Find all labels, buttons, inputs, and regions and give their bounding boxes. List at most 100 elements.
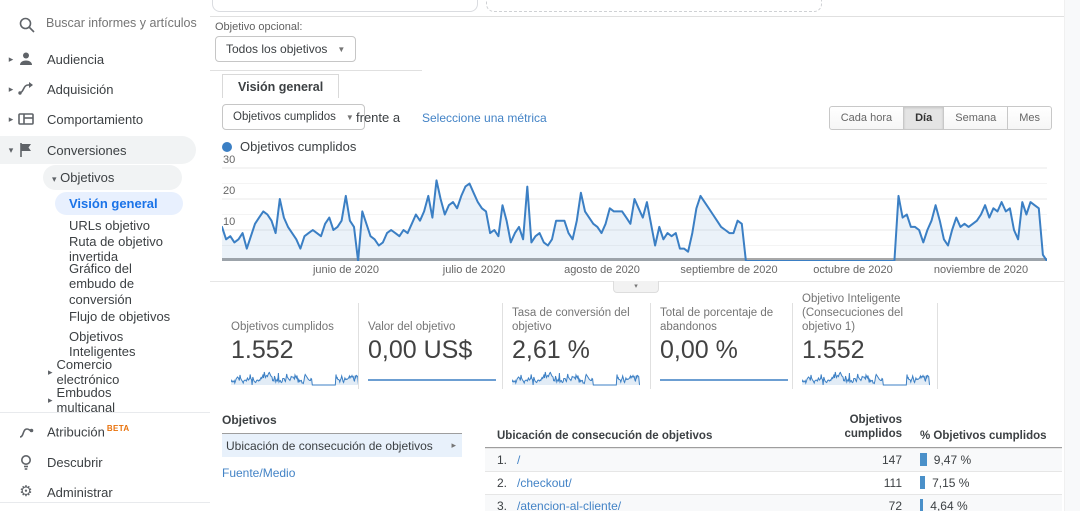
table-header-row: Ubicación de consecución de objetivos Ob…: [485, 412, 1062, 448]
tab-vision-general[interactable]: Visión general: [222, 74, 340, 98]
metric-selector-value: Objetivos cumplidos: [233, 111, 336, 123]
sidebar-item-embudos-multicanal[interactable]: ▸ Embudos multicanal: [48, 385, 182, 416]
y-axis-tick-label: 10: [223, 216, 236, 228]
card-title: Valor del objetivo: [368, 320, 456, 333]
select-metric-link[interactable]: Seleccione una métrica: [422, 111, 547, 125]
y-axis-tick-label: 20: [223, 185, 236, 197]
column-header-dimension[interactable]: Ubicación de consecución de objetivos: [497, 429, 713, 442]
sidebar-item-vision-general[interactable]: Visión general: [55, 192, 183, 215]
card-tasa-de-conversion[interactable]: Tasa de conversión del objetivo 2,61 %: [502, 303, 650, 389]
person-icon: [20, 52, 32, 65]
row-url-link[interactable]: /checkout/: [517, 475, 572, 490]
percent-label: 9,47 %: [933, 452, 972, 467]
month-label: octubre de 2020: [813, 264, 893, 276]
chevron-down-icon[interactable]: ▾: [8, 144, 14, 155]
report-search[interactable]: [0, 8, 210, 44]
card-porcentaje-abandonos[interactable]: Total de porcentaje de abandonos 0,00 %: [650, 303, 792, 389]
goal-selector-value: Todos los objetivos: [226, 42, 328, 56]
sidebar-item-administrar[interactable]: ⚙ Administrar: [0, 478, 210, 506]
panel-item-ubicacion[interactable]: Ubicación de consecución de objetivos ▸: [222, 434, 462, 457]
column-header-value[interactable]: Objetivos cumplidos: [844, 414, 902, 440]
segment-chip[interactable]: [212, 0, 478, 12]
row-value: 147: [881, 452, 902, 467]
tab-label: Visión general: [238, 79, 324, 94]
sidebar-item-flujo-objetivos[interactable]: Flujo de objetivos: [69, 309, 170, 324]
table-row: 2. /checkout/ 111 7,15 %: [485, 470, 1062, 494]
divider: [210, 70, 422, 71]
sidebar-item-conversiones[interactable]: ▾ Conversiones: [0, 136, 196, 164]
card-value: 0,00 %: [660, 336, 738, 364]
card-objetivos-cumplidos[interactable]: Objetivos cumplidos 1.552: [222, 303, 360, 389]
granularity-hour-button[interactable]: Cada hora: [828, 106, 905, 130]
percent-bar: [920, 476, 926, 490]
goal-selector-dropdown[interactable]: Todos los objetivos ▼: [215, 36, 357, 62]
chevron-down-icon[interactable]: ▾: [52, 174, 57, 184]
objetivos-pill: [43, 165, 182, 190]
granularity-button-group: Cada hora Día Semana Mes: [828, 106, 1052, 130]
sidebar-item-audiencia[interactable]: ▸ Audiencia: [0, 46, 210, 72]
search-input[interactable]: [46, 16, 198, 30]
sparkline: [660, 379, 788, 381]
chart-collapse-handle[interactable]: ▾: [613, 281, 659, 293]
sidebar-item-label: Descubrir: [47, 454, 103, 470]
panel-item-fuente-medio[interactable]: Fuente/Medio: [222, 466, 296, 480]
column-header-percent[interactable]: % Objetivos cumplidos: [920, 429, 1047, 442]
granularity-month-button[interactable]: Mes: [1007, 106, 1052, 130]
metric-selector-dropdown[interactable]: Objetivos cumplidos ▼: [222, 104, 365, 130]
row-rank: 3.: [497, 498, 508, 511]
month-label: agosto de 2020: [564, 264, 640, 276]
sidebar-item-ruta-invertida[interactable]: Ruta de objetivo invertida: [69, 234, 185, 265]
sidebar-item-grafico-embudo[interactable]: Gráfico del embudo de conversión: [69, 261, 179, 307]
sidebar-item-descubrir[interactable]: Descubrir: [0, 448, 210, 476]
sidebar-item-comportamiento[interactable]: ▸ Comportamiento: [0, 106, 210, 132]
chevron-right-icon[interactable]: ▸: [8, 113, 14, 124]
chevron-right-icon[interactable]: ▸: [48, 395, 53, 406]
sidebar-item-label: Ruta de objetivo invertida: [69, 234, 163, 265]
sidebar-item-label: Adquisición: [47, 81, 114, 97]
row-url-link[interactable]: /atencion-al-cliente/: [517, 498, 622, 511]
behavior-icon: [18, 113, 34, 125]
row-percent: 7,15 %: [902, 476, 1052, 490]
month-label: julio de 2020: [442, 264, 506, 276]
row-url-link[interactable]: /: [517, 452, 521, 467]
sidebar: ▸ Audiencia ▸ Adquisición ▸ Compor: [0, 0, 210, 511]
month-label: septiembre de 2020: [680, 264, 778, 276]
vertical-scrollbar[interactable]: [1064, 0, 1080, 511]
sidebar-item-objetivos-inteligentes[interactable]: Objetivos Inteligentes: [69, 329, 179, 360]
card-value: 2,61 %: [512, 336, 590, 364]
sidebar-divider: [0, 412, 210, 413]
sidebar-item-urls-objetivo[interactable]: URLs objetivo: [69, 218, 150, 233]
row-rank: 1.: [497, 452, 508, 467]
chart-legend: Objetivos cumplidos: [222, 139, 356, 154]
sidebar-item-label: Objetivos: [60, 170, 115, 185]
row-rank: 2.: [497, 475, 508, 490]
acquisition-icon: [18, 82, 33, 95]
granularity-day-button[interactable]: Día: [903, 106, 945, 130]
main-content: Objetivo opcional: Todos los objetivos ▼…: [210, 0, 1064, 511]
sidebar-item-adquisicion[interactable]: ▸ Adquisición: [0, 76, 210, 102]
sparkline: [230, 371, 360, 386]
sidebar-item-atribucion[interactable]: Atribución BETA: [0, 418, 210, 446]
card-title: Total de porcentaje de abandonos: [660, 306, 774, 333]
card-objetivo-inteligente[interactable]: Objetivo Inteligente (Consecuciones del …: [792, 293, 938, 389]
chevron-right-icon[interactable]: ▸: [48, 367, 53, 378]
sidebar-item-label: Objetivos Inteligentes: [69, 329, 136, 360]
series-label: Objetivos cumplidos: [240, 139, 357, 154]
sidebar-item-comercio-electronico[interactable]: ▸ Comercio electrónico: [48, 357, 182, 388]
chevron-down-icon: ▼: [337, 44, 346, 54]
percent-label: 7,15 %: [932, 475, 970, 490]
add-segment-chip[interactable]: [486, 0, 822, 12]
sidebar-item-label: Comportamiento: [47, 111, 144, 127]
sidebar-item-label: Gráfico del embudo de conversión: [69, 261, 135, 307]
y-axis-tick-label: 30: [223, 154, 236, 166]
sidebar-item-label: Audiencia: [47, 51, 105, 67]
attribution-icon: [19, 428, 34, 438]
flag-icon: [20, 143, 31, 157]
segment-strip: [210, 0, 1064, 16]
card-valor-del-objetivo[interactable]: Valor del objetivo 0,00 US$: [358, 303, 502, 389]
chevron-right-icon[interactable]: ▸: [8, 53, 14, 64]
chevron-right-icon[interactable]: ▸: [8, 83, 14, 94]
sidebar-item-objetivos[interactable]: ▾ Objetivos: [52, 170, 114, 185]
granularity-week-button[interactable]: Semana: [943, 106, 1009, 130]
